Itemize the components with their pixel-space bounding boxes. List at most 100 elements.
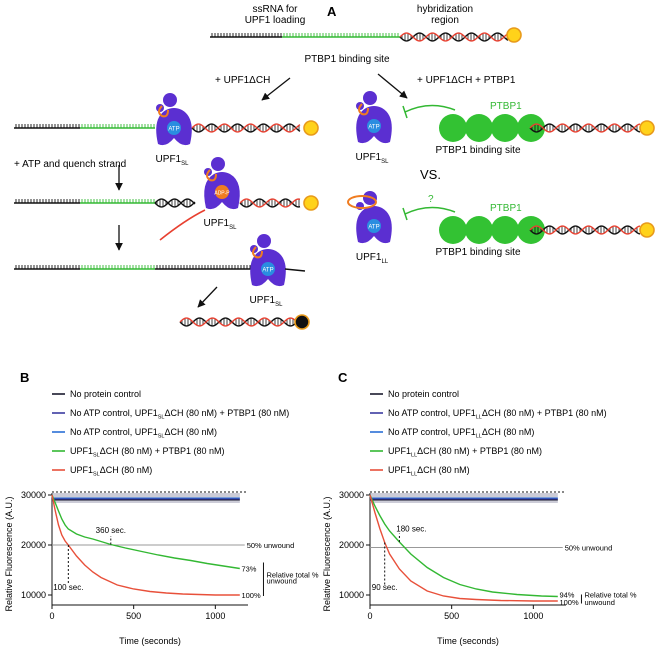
strand-top — [529, 225, 641, 235]
upf1-head — [257, 234, 271, 248]
upf1-label: UPF1LL — [356, 252, 389, 265]
legend-entry: No ATP control, UPF1SLΔCH (80 nM) + PTBP… — [70, 408, 289, 421]
fluorophore-top-icon — [506, 27, 522, 43]
fluorophore-row1-icon — [303, 120, 319, 136]
y-axis-label: Relative Fluorescence (A.U.) — [322, 496, 332, 611]
arrow-left-branch — [261, 77, 291, 101]
inhibit-bar-1 — [402, 105, 408, 119]
nucleotide-label: ATP — [368, 225, 379, 231]
strand-bottom — [239, 198, 301, 208]
nucleotide-icon — [367, 119, 381, 133]
ptbp1-right1-icon — [439, 114, 545, 142]
upf1-row3-icon: ATP UPF1SL — [250, 234, 286, 308]
legend-entry: No protein control — [70, 389, 141, 399]
inhibit-arc-2 — [404, 206, 456, 215]
y-tick-label: 20000 — [339, 540, 364, 550]
strand-bottom — [399, 32, 509, 42]
upf1-row1-icon: ATP UPF1SL — [156, 93, 192, 167]
right2-helix — [529, 225, 641, 235]
nucleotide-label: ATP — [168, 127, 179, 133]
fluorophore-right2-icon — [639, 222, 655, 238]
pct-caption-2: unwound — [266, 577, 296, 586]
upf1-loop — [358, 103, 369, 116]
strand-bottom — [529, 225, 641, 235]
strand-top — [154, 198, 196, 208]
series-line — [51, 494, 240, 596]
upf1-label: UPF1SL — [356, 152, 390, 165]
row1-helix — [191, 123, 301, 133]
panel-letter: C — [338, 370, 348, 385]
pct-red-label: 100% — [241, 591, 261, 600]
upf1-loop — [206, 169, 217, 182]
ptbp1-domain — [465, 216, 493, 244]
arrow-release — [197, 286, 218, 308]
label-add-upf1-ptbp1: + UPF1ΔCH + PTBP1 — [417, 75, 516, 86]
upf1-label: UPF1SL — [204, 218, 238, 231]
marker-label-red: 100 sec. — [53, 583, 83, 592]
pct-green-label: 94% — [559, 591, 574, 600]
strand-top — [399, 32, 509, 42]
x-axis-label: Time (seconds) — [119, 636, 181, 646]
series-line — [369, 494, 558, 602]
pct-caption-2: unwound — [584, 598, 614, 607]
nucleotide-label: ADP-P — [214, 191, 230, 197]
upf1-head — [163, 93, 177, 107]
upf1-head — [363, 91, 377, 105]
row3-black-strand — [14, 265, 80, 270]
upf1-loop — [252, 246, 263, 259]
ptbp1-label-2: PTBP1 — [490, 203, 522, 214]
ptbp1-site-label-1: PTBP1 binding site — [435, 145, 520, 156]
half-unwound-label: 50% unwound — [565, 544, 613, 553]
ptbp1-domain — [439, 114, 467, 142]
x-tick-label: 1000 — [205, 611, 225, 621]
question-label: ? — [428, 194, 434, 205]
nucleotide-icon — [167, 121, 181, 135]
y-tick-label: 10000 — [339, 590, 364, 600]
strand-bottom — [154, 198, 196, 208]
legend-entry: UPF1SLΔCH (80 nM) — [70, 465, 152, 478]
chart-b: B No protein control No ATP control, UPF1S… — [4, 370, 319, 646]
marker-label-red: 90 sec. — [372, 583, 398, 592]
upf1-right2-icon: ATP UPF1LL — [347, 191, 392, 265]
label-ssrna-2: UPF1 loading — [245, 15, 306, 26]
ptbp1-right2-icon — [439, 216, 545, 244]
x-tick-label: 500 — [444, 611, 459, 621]
ptbp1-domain — [465, 114, 493, 142]
row3-green-strand — [80, 265, 155, 270]
pct-red-label: 100% — [559, 598, 579, 607]
y-tick-label: 30000 — [21, 490, 46, 500]
ptbp1-label-1: PTBP1 — [490, 101, 522, 112]
y-tick-label: 20000 — [21, 540, 46, 550]
ptbp1-domain — [491, 216, 519, 244]
marker-label-green: 360 sec. — [96, 526, 126, 535]
right1-helix — [529, 123, 641, 133]
upf1-label: UPF1SL — [250, 295, 284, 308]
legend-entry: No ATP control, UPF1LLΔCH (80 nM) + PTBP… — [388, 408, 607, 421]
row3-tail — [284, 268, 306, 272]
legend-entry: UPF1LLΔCH (80 nM) — [388, 465, 470, 478]
x-tick-label: 0 — [49, 611, 54, 621]
legend-entry: No ATP control, UPF1LLΔCH (80 nM) — [388, 427, 534, 440]
upf1-loop — [347, 195, 377, 209]
label-add-upf1: + UPF1ΔCH — [215, 75, 270, 86]
row1-black-strand — [14, 124, 80, 129]
upf1-label: UPF1SL — [156, 154, 190, 167]
panel-a-letter: A — [327, 4, 337, 19]
label-ssrna-1: ssRNA for — [252, 4, 298, 15]
panel-letter: B — [20, 370, 29, 385]
marker-label-green: 180 sec. — [396, 525, 426, 534]
strand-bottom — [529, 123, 641, 133]
y-tick-label: 30000 — [339, 490, 364, 500]
label-ptbp1-site-top: PTBP1 binding site — [304, 54, 389, 65]
inhibit-bar-2 — [402, 207, 408, 221]
label-hybrid-2: region — [431, 15, 459, 26]
row2-black-strand — [14, 199, 80, 204]
legend-entry: No ATP control, UPF1SLΔCH (80 nM) — [70, 427, 217, 440]
strand-top — [191, 123, 301, 133]
strand-top — [239, 198, 301, 208]
legend-entry: UPF1SLΔCH (80 nM) + PTBP1 (80 nM) — [70, 446, 225, 459]
ssrna-loading-green — [282, 33, 400, 38]
y-axis-label: Relative Fluorescence (A.U.) — [4, 496, 14, 611]
nucleotide-label: ATP — [262, 268, 273, 274]
